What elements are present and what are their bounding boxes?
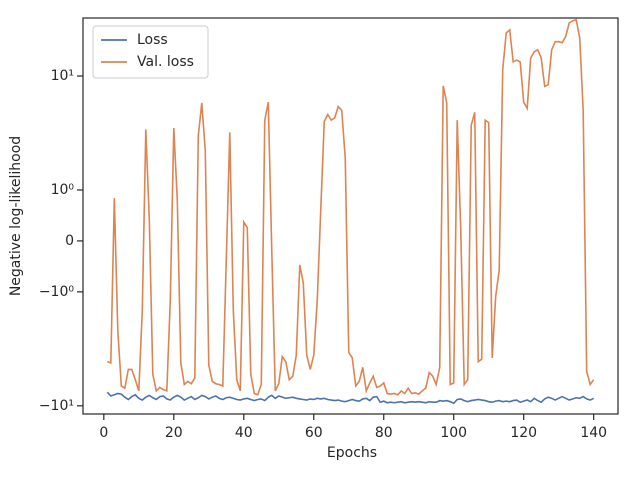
x-tick-label: 120 <box>510 425 537 441</box>
x-tick-label: 80 <box>375 425 393 441</box>
x-tick-label: 60 <box>305 425 323 441</box>
x-tick-label: 100 <box>440 425 467 441</box>
series-line <box>107 18 595 396</box>
x-tick-label: 40 <box>235 425 253 441</box>
x-tick-label: 140 <box>580 425 607 441</box>
legend-label: Loss <box>137 32 168 48</box>
series-line <box>106 391 595 405</box>
y-tick-label: −10¹ <box>39 398 74 414</box>
legend-box <box>92 25 209 79</box>
y-tick-label: −10⁰ <box>39 284 75 300</box>
y-axis-label: Negative log-likelihood <box>8 136 24 296</box>
y-tick-label: 10⁰ <box>51 182 75 198</box>
x-axis-label: Epochs <box>327 445 377 461</box>
plot-area <box>106 18 595 405</box>
legend-label: Val. loss <box>137 54 194 70</box>
x-tick-label: 0 <box>99 425 108 441</box>
y-tick-label: 10¹ <box>51 68 74 84</box>
x-tick-label: 20 <box>165 425 183 441</box>
y-tick-label: 0 <box>65 233 74 249</box>
axes-frame <box>82 17 619 415</box>
